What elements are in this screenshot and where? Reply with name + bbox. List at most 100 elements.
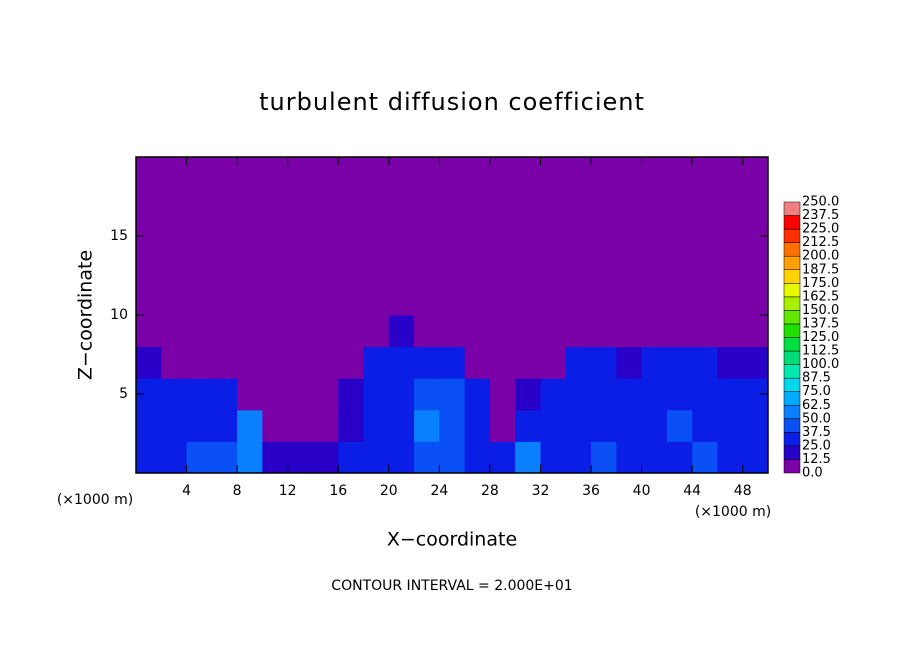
cell <box>312 409 339 442</box>
cell <box>186 157 213 190</box>
colorbar-swatch <box>783 459 801 474</box>
cell <box>211 378 238 411</box>
cell <box>211 315 238 348</box>
x-tick-label: 12 <box>279 483 297 499</box>
cell <box>692 346 718 379</box>
cell <box>439 220 466 253</box>
cell <box>666 441 693 474</box>
cell <box>489 157 516 190</box>
x-tick-label: 16 <box>329 483 347 499</box>
cell <box>161 346 188 379</box>
cell <box>262 220 289 253</box>
cell <box>136 346 162 379</box>
cell <box>616 157 643 190</box>
cell <box>414 220 440 253</box>
x-unit: (×1000 m) <box>695 504 771 520</box>
cell <box>717 441 744 474</box>
cell <box>414 157 440 190</box>
cell <box>717 220 744 253</box>
colorbar-label: 75.0 <box>802 384 831 399</box>
colorbar-label: 0.0 <box>802 466 823 481</box>
colorbar-swatch <box>783 283 801 298</box>
cell <box>540 220 567 253</box>
cell <box>692 157 718 190</box>
cell <box>186 283 213 316</box>
cell <box>237 220 263 253</box>
cell <box>742 346 769 379</box>
colorbar-swatch <box>783 432 801 447</box>
cell <box>616 346 643 379</box>
colorbar-label: 137.5 <box>802 316 839 331</box>
cell <box>312 283 339 316</box>
cell <box>287 251 314 284</box>
cell <box>388 315 415 348</box>
cell <box>211 441 238 474</box>
cell <box>616 251 643 284</box>
cell <box>540 409 567 442</box>
cell <box>414 188 440 221</box>
cell <box>161 409 188 442</box>
cell <box>338 409 365 442</box>
cell <box>211 251 238 284</box>
colorbar-swatch <box>783 350 801 365</box>
cell <box>338 283 365 316</box>
cell <box>136 251 162 284</box>
cell <box>565 409 592 442</box>
cell <box>161 188 188 221</box>
cell <box>161 283 188 316</box>
x-tick-label: 48 <box>734 483 752 499</box>
cell <box>464 441 491 474</box>
cell <box>186 188 213 221</box>
cell <box>439 346 466 379</box>
colorbar-swatch <box>783 310 801 325</box>
cell <box>388 346 415 379</box>
cell <box>363 409 390 442</box>
cell <box>211 346 238 379</box>
cell <box>464 346 491 379</box>
cell <box>666 283 693 316</box>
colorbar-swatch <box>783 215 801 230</box>
cell <box>363 251 390 284</box>
cell <box>363 188 390 221</box>
cell <box>312 346 339 379</box>
cell <box>262 157 289 190</box>
cell <box>287 157 314 190</box>
cell <box>515 283 541 316</box>
x-unit: (×1000 m) <box>57 492 133 508</box>
cell <box>338 188 365 221</box>
cell <box>312 220 339 253</box>
cell <box>515 220 541 253</box>
cell <box>161 441 188 474</box>
cell <box>540 346 567 379</box>
cell <box>591 251 617 284</box>
cell <box>388 283 415 316</box>
colorbar-swatch <box>783 377 801 392</box>
cell <box>641 378 668 411</box>
cell <box>641 283 668 316</box>
cell <box>136 157 162 190</box>
cell <box>464 283 491 316</box>
x-tick-label: 40 <box>633 483 651 499</box>
cell <box>287 220 314 253</box>
cell <box>287 315 314 348</box>
cell <box>540 251 567 284</box>
cell <box>161 251 188 284</box>
cell <box>515 378 541 411</box>
cell <box>186 315 213 348</box>
cell <box>237 188 263 221</box>
cell <box>591 315 617 348</box>
cell <box>464 220 491 253</box>
cell <box>211 220 238 253</box>
cell <box>388 409 415 442</box>
cell <box>489 315 516 348</box>
cell <box>338 315 365 348</box>
cell <box>540 315 567 348</box>
cell <box>616 441 643 474</box>
cell <box>439 441 466 474</box>
cell <box>363 315 390 348</box>
colorbar-label: 162.5 <box>802 289 839 304</box>
cell <box>211 283 238 316</box>
colorbar-label: 250.0 <box>802 195 839 210</box>
chart-title: turbulent diffusion coefficient <box>259 88 645 116</box>
